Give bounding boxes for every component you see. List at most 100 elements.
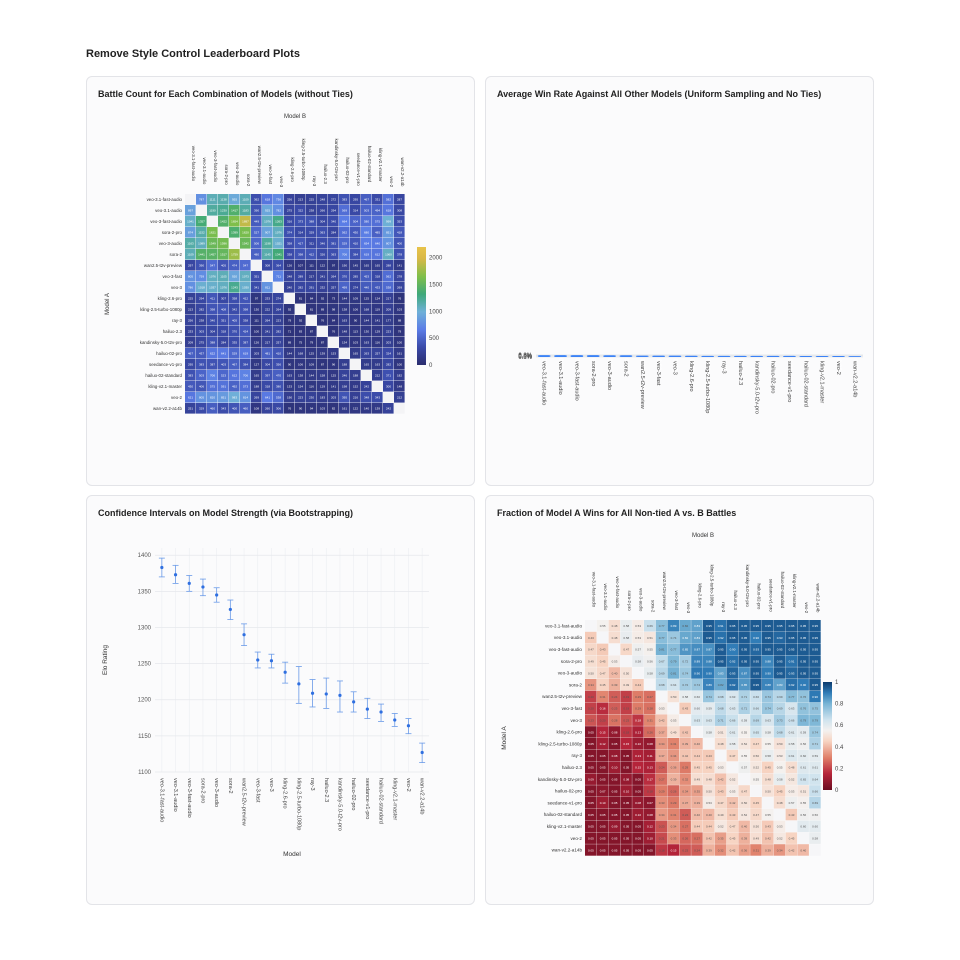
fraction-cell [585, 620, 597, 632]
fraction-cell-value: 0.95 [741, 660, 747, 664]
fraction-cell-value: 0.95 [765, 636, 771, 640]
battle-cell-value: 467 [188, 352, 193, 356]
fraction-cell [703, 679, 715, 691]
battle-cell [339, 315, 350, 326]
fraction-cell-value: 0.77 [659, 636, 665, 640]
battle-cell [196, 238, 207, 249]
battle-cell [361, 392, 372, 403]
fraction-cell-value: 0.05 [588, 801, 594, 805]
fraction-col-label: hailuo-02-standard [780, 572, 785, 609]
battle-cell [207, 205, 218, 216]
fraction-cell-value: 0.25 [612, 707, 618, 711]
fraction-cell-value: 0.58 [623, 624, 629, 628]
battle-cell [229, 337, 240, 348]
battle-cell-value: 322 [298, 209, 303, 213]
fraction-cell-value: 0.90 [765, 671, 771, 675]
fraction-cell [738, 738, 750, 750]
battle-cell-value: 124 [375, 297, 380, 301]
fraction-cell [691, 820, 703, 833]
fraction-cell-value: 0.77 [659, 624, 665, 628]
fraction-cell-value: 0.69 [777, 707, 783, 711]
battle-cell-value: 1145 [264, 253, 271, 257]
battle-cell-value: 759 [199, 275, 204, 279]
fraction-cell [585, 714, 597, 726]
fraction-cell-value: 0.72 [682, 660, 688, 664]
battle-cell [383, 392, 394, 403]
fraction-cell-value: 0.12 [647, 825, 653, 829]
fraction-cell-value: 0.31 [671, 813, 677, 817]
battle-cell [196, 293, 207, 304]
fraction-cell-value: 0.71 [718, 719, 724, 723]
battle-cell-value: 168 [298, 352, 303, 356]
fraction-cell-value: 0.45 [706, 766, 712, 770]
fraction-cell [679, 643, 691, 656]
fraction-cell [714, 620, 727, 632]
fraction-cell-value: 0.42 [682, 730, 688, 734]
battle-cell-value: 383 [342, 198, 347, 202]
winrate-bar [635, 355, 649, 357]
fraction-cell [667, 785, 680, 797]
fraction-cell-value: 0.19 [623, 695, 629, 699]
battle-cell-value: 706 [210, 374, 215, 378]
fraction-cell [655, 738, 668, 750]
battle-cell [251, 326, 262, 337]
fraction-cell [644, 785, 656, 797]
fraction-cell [809, 702, 821, 715]
fraction-cell [596, 667, 609, 679]
fraction-cell [762, 749, 774, 762]
battle-count-title: Battle Count for Each Combination of Mod… [98, 89, 353, 99]
battle-cell-value: 225 [309, 198, 314, 202]
fraction-cell [726, 714, 739, 726]
fraction-cell-value: 0.58 [812, 837, 818, 841]
battle-cell-value: 76 [398, 297, 402, 301]
fraction-cell [762, 738, 774, 750]
fraction-cell [703, 631, 715, 644]
battle-cell-value: 619 [243, 352, 248, 356]
battle-cell [262, 392, 273, 403]
fraction-cell-value: 0.05 [588, 848, 594, 852]
fraction-cell [785, 655, 798, 667]
fraction-cell [797, 820, 809, 833]
fraction-cell-value: 0.39 [682, 742, 688, 746]
battle-cell-value: 1076 [209, 275, 216, 279]
fraction-cell-value: 0.60 [800, 754, 806, 758]
fraction-cell-value: 0.34 [659, 813, 665, 817]
fraction-cell-value: 0.10 [600, 801, 606, 805]
fraction-cell-value: 0.09 [612, 825, 618, 829]
fraction-col-label: veo-3.1-fast-audio [591, 572, 596, 608]
battle-cell-value: 538 [276, 396, 281, 400]
fraction-cell [644, 797, 656, 809]
battle-cell-value: 480 [254, 253, 259, 257]
fraction-cell [632, 808, 644, 821]
fraction-cell [655, 832, 668, 844]
battle-cell [361, 337, 372, 348]
battle-cell-value: 390 [254, 209, 259, 213]
battle-cell [317, 249, 328, 260]
battle-cell-value: 266 [320, 209, 325, 213]
fraction-cell [679, 702, 691, 715]
fraction-cell-value: 0.95 [789, 636, 795, 640]
ci-point [406, 724, 411, 728]
battle-cell [262, 238, 273, 249]
fraction-cell [714, 679, 727, 691]
battle-cell-value: 481 [265, 352, 270, 356]
fraction-cell [750, 667, 762, 679]
fraction-cell-value: 0.40 [706, 813, 712, 817]
battle-cell [284, 359, 295, 370]
fraction-cell [773, 655, 786, 667]
fraction-cell-value: 0.53 [777, 825, 783, 829]
battle-cell-value: 163 [342, 319, 347, 323]
battle-cell-value: 152 [353, 385, 358, 389]
battle-cell-value: 506 [254, 242, 259, 246]
battle-cell [339, 348, 350, 359]
fraction-cell-value: 0.87 [694, 648, 700, 652]
fraction-cell-value: 0.56 [647, 660, 653, 664]
fraction-cell [703, 832, 715, 844]
battle-cell [350, 315, 361, 326]
battle-cell-value: 256 [188, 319, 193, 323]
battle-cell [218, 381, 229, 392]
fraction-cell [679, 773, 691, 785]
fraction-cell-value: 0.58 [765, 754, 771, 758]
fraction-cell [608, 726, 621, 738]
battle-cell [196, 271, 207, 282]
